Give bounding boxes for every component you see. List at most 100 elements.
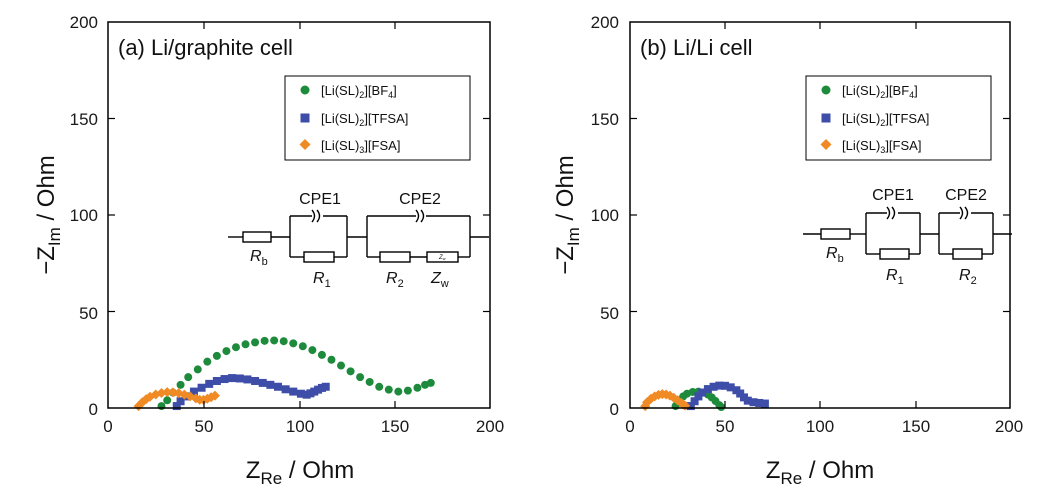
legend-marker-tfsa xyxy=(821,113,831,123)
panel-a-x-tick-label: 150 xyxy=(381,417,409,436)
data-point-circle-marker xyxy=(394,387,403,396)
resistor-r1 xyxy=(303,251,335,263)
panel-a-label-r2: R2 xyxy=(386,270,404,290)
data-point-square-marker xyxy=(243,375,252,384)
legend-marker-tfsa xyxy=(300,113,310,123)
panel-a-label-rb: Rb xyxy=(250,248,268,268)
panel-b-legend: [Li(SL)2][BF4] [Li(SL)2][TFSA] [Li(SL)3]… xyxy=(805,75,992,161)
panel-a-y-tick-label: 100 xyxy=(70,206,98,225)
panel-b-label-cpe1: CPE1 xyxy=(872,187,914,204)
panel-a-label-cpe2: CPE2 xyxy=(399,191,441,208)
data-point-circle-marker xyxy=(289,339,298,348)
panel-b-y-tick-labels: 0 50 100 150 200 xyxy=(591,13,619,419)
panel-b-y-tick-label: 0 xyxy=(610,400,619,419)
data-point-square-marker xyxy=(743,396,752,405)
resistor-r2 xyxy=(379,251,411,263)
resistor-rb xyxy=(242,231,272,243)
data-point-circle-marker xyxy=(193,365,202,374)
data-point-circle-marker xyxy=(403,386,412,395)
data-point-circle-marker xyxy=(270,336,279,345)
panel-a-x-tick-label: 200 xyxy=(476,417,504,436)
data-point-square-marker xyxy=(197,383,206,392)
data-point-circle-marker xyxy=(203,357,212,366)
legend-marker-fsa xyxy=(820,139,832,150)
data-point-square-marker xyxy=(698,388,707,397)
panel-a-y-tick-labels: 0 50 100 150 200 xyxy=(70,13,98,419)
panel-a-y-tick-label: 150 xyxy=(70,110,98,129)
panel-a-label-zw: Zw xyxy=(430,270,449,290)
data-point-square-marker xyxy=(686,402,695,411)
data-point-circle-marker xyxy=(212,351,221,360)
data-point-circle-marker xyxy=(365,377,374,386)
data-point-circle-marker xyxy=(231,343,240,352)
data-point-circle-marker xyxy=(184,373,193,382)
panel-a-title: (a) Li/graphite cell xyxy=(118,35,293,60)
panel-b-y-tick-label: 100 xyxy=(591,206,619,225)
panel-a-label-cpe1: CPE1 xyxy=(299,191,341,208)
panel-a-equivalent-circuit xyxy=(228,209,489,263)
data-point-circle-marker xyxy=(426,378,435,387)
panel-b-x-tick-labels: 0 50 100 150 200 xyxy=(625,417,1023,436)
data-point-square-marker xyxy=(189,387,198,396)
data-point-square-marker xyxy=(273,382,282,391)
panel-b-x-tick-label: 100 xyxy=(806,417,834,436)
data-point-square-marker xyxy=(760,399,769,408)
legend-entry-fsa: [Li(SL)3][FSA] xyxy=(321,138,400,155)
panel-b-x-tick-label: 50 xyxy=(716,417,735,436)
data-point-circle-marker xyxy=(317,350,326,359)
resistor-r1 xyxy=(879,248,910,260)
data-point-circle-marker xyxy=(384,385,393,394)
panel-b-x-tick-label: 0 xyxy=(625,417,634,436)
panel-a-y-tick-label: 200 xyxy=(70,13,98,32)
data-point-square-marker xyxy=(749,398,758,407)
panel-b-title: (b) Li/Li cell xyxy=(640,35,752,60)
data-point-square-marker xyxy=(321,382,330,391)
panel-b-label-rb: Rb xyxy=(826,245,844,265)
resistor-r2 xyxy=(952,248,983,260)
data-point-circle-marker xyxy=(375,382,384,391)
data-point-circle-marker xyxy=(157,402,166,411)
legend-entry-tfsa: [Li(SL)2][TFSA] xyxy=(842,111,929,128)
data-point-square-marker xyxy=(755,398,764,407)
data-point-square-marker xyxy=(296,389,305,398)
legend-marker-bf4 xyxy=(300,85,310,95)
panel-b-y-tick-label: 50 xyxy=(600,304,619,323)
data-point-circle-marker xyxy=(717,403,726,412)
panel-a-y-axis-title: −ZIm / Ohm xyxy=(33,155,64,275)
data-point-circle-marker xyxy=(241,340,250,349)
panel-a-plot-area xyxy=(107,21,491,412)
data-point-circle-marker xyxy=(327,355,336,364)
data-point-square-marker xyxy=(212,376,221,385)
data-point-square-marker xyxy=(258,378,267,387)
panel-a-legend-box xyxy=(284,75,471,161)
panel-a-ticks xyxy=(108,22,490,408)
data-point-square-marker xyxy=(715,381,724,390)
data-point-circle-marker xyxy=(163,396,172,405)
legend-marker-fsa xyxy=(299,139,311,150)
data-point-square-marker xyxy=(251,376,260,385)
data-point-square-marker xyxy=(205,379,214,388)
panel-b-y-axis-title: −ZIm / Ohm xyxy=(552,155,583,275)
data-point-square-marker xyxy=(172,402,181,411)
data-point-circle-marker xyxy=(279,337,288,346)
resistor-rb xyxy=(820,228,851,240)
panel-a-legend: [Li(SL)2][BF4] [Li(SL)2][TFSA] [Li(SL)3]… xyxy=(284,75,471,161)
panel-a-warburg-box-text: Zw xyxy=(438,255,447,261)
panel-b-y-tick-label: 200 xyxy=(591,13,619,32)
panel-b-label-r1: R1 xyxy=(886,267,904,287)
panel-b-ticks xyxy=(630,22,1010,408)
panel-b-equivalent-circuit xyxy=(803,206,1012,260)
panel-a-x-tick-labels: 0 50 100 150 200 xyxy=(103,417,504,436)
data-point-diamond-marker xyxy=(162,387,173,398)
data-point-square-marker xyxy=(281,385,290,394)
data-point-square-marker xyxy=(266,380,275,389)
panel-b: 0 50 100 150 200 0 50 100 150 200 −ZIm /… xyxy=(552,13,1023,488)
data-point-square-marker xyxy=(176,397,185,406)
data-point-circle-marker xyxy=(346,367,355,376)
legend-entry-fsa: [Li(SL)3][FSA] xyxy=(842,138,921,155)
panel-a-x-tick-label: 50 xyxy=(195,417,214,436)
panel-a-x-tick-label: 0 xyxy=(103,417,112,436)
panel-b-label-r2: R2 xyxy=(959,267,977,287)
data-point-square-marker xyxy=(703,385,712,394)
